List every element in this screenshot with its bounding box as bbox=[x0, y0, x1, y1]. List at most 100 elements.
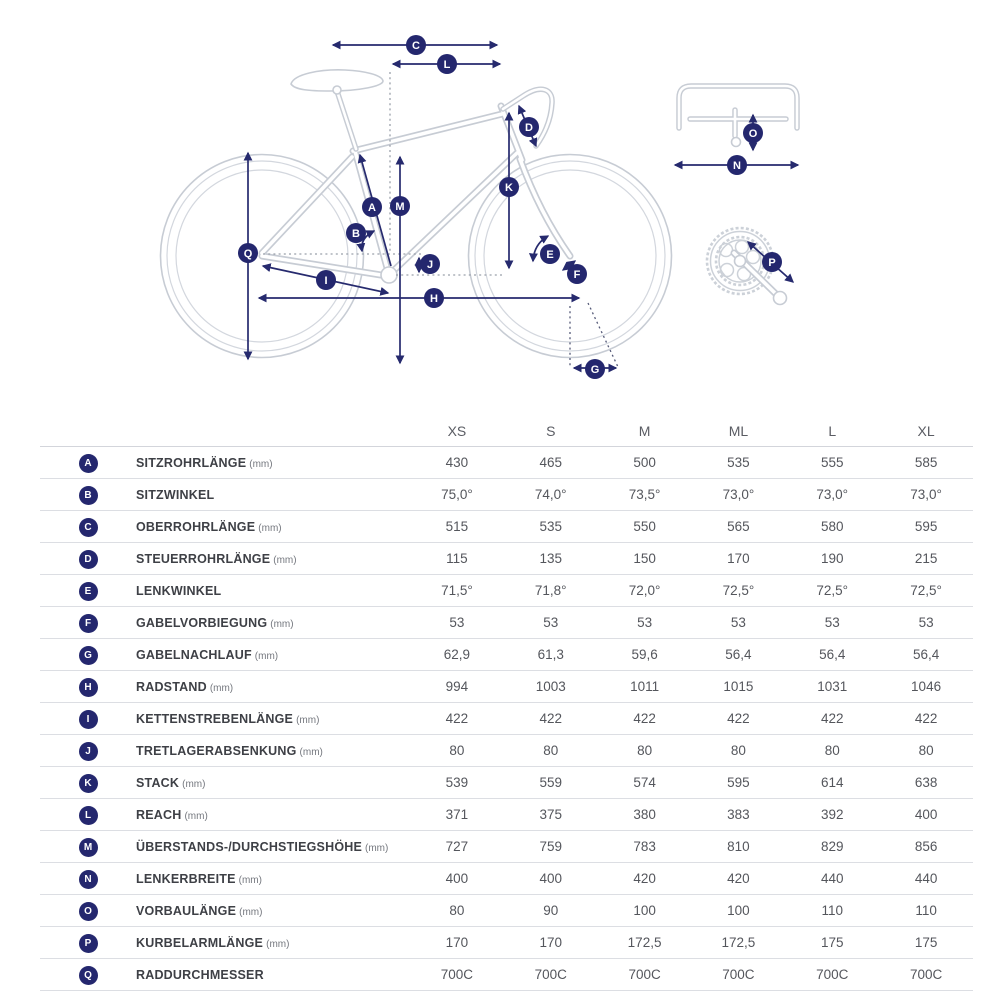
row-label-cell: RADDURCHMESSER bbox=[136, 966, 410, 984]
table-row: E LENKWINKEL 71,5° 71,8° 72,0° 72,5° 72,5° 72,5… bbox=[40, 575, 973, 607]
seatpost-clamp-icon bbox=[332, 85, 342, 95]
row-badge-letter: P bbox=[78, 933, 98, 953]
row-label-cell: STACK (mm) bbox=[136, 774, 410, 792]
cell-value: 535 bbox=[727, 455, 750, 470]
cell-value: 73,0° bbox=[910, 487, 942, 502]
cell-value: 172,5 bbox=[627, 935, 662, 950]
diagram-badge-letter: A bbox=[368, 202, 376, 214]
row-badge-letter: J bbox=[78, 741, 98, 761]
diagram-badge-circle bbox=[424, 288, 444, 308]
cell-value: 110 bbox=[915, 903, 937, 918]
row-label: RADSTAND bbox=[136, 679, 207, 694]
cell-value: 783 bbox=[633, 839, 656, 854]
cell-value: 539 bbox=[445, 775, 469, 790]
cell-value: 71,5° bbox=[441, 583, 473, 598]
cell-value: 422 bbox=[445, 711, 469, 726]
cell-value: 580 bbox=[820, 519, 844, 534]
cell-value: 1015 bbox=[723, 679, 754, 694]
row-badge-cell: H bbox=[40, 677, 136, 697]
row-unit: (mm) bbox=[299, 746, 323, 758]
row-label-cell: RADSTAND (mm) bbox=[136, 678, 410, 696]
cell-value: 215 bbox=[914, 551, 938, 566]
table-row: A SITZROHRLÄNGE (mm) 430 465 500 535 555 585 bbox=[40, 447, 973, 479]
row-label: REACH bbox=[136, 807, 182, 822]
row-unit: (mm) bbox=[238, 874, 262, 886]
diagram-badge-letter: N bbox=[733, 160, 741, 172]
row-unit: (mm) bbox=[239, 906, 263, 918]
cell-value: 170 bbox=[539, 935, 562, 950]
diagram-badge-letter: G bbox=[591, 364, 600, 376]
diagram-badge-circle bbox=[567, 264, 587, 284]
cell-value: 53 bbox=[449, 615, 465, 630]
cell-value: 829 bbox=[820, 839, 844, 854]
dim-F-forkoffset bbox=[561, 260, 577, 271]
row-badge-letter: H bbox=[78, 677, 98, 697]
row-label: LENKWINKEL bbox=[136, 583, 222, 598]
diagram-badge-circle bbox=[390, 196, 410, 216]
diagram-badge-letter: P bbox=[768, 257, 775, 269]
table-row: Q RADDURCHMESSER 700C 700C 700C 700C 700C 700C bbox=[40, 959, 973, 991]
cell-value: 810 bbox=[727, 839, 750, 854]
cell-value: 430 bbox=[445, 455, 469, 470]
row-badge-letter: A bbox=[78, 453, 98, 473]
cell-value: 53 bbox=[637, 615, 653, 630]
row-label: LENKERBREITE bbox=[136, 871, 236, 886]
row-unit: (mm) bbox=[184, 810, 208, 822]
cell-value: 371 bbox=[445, 807, 469, 822]
row-unit: (mm) bbox=[296, 714, 320, 726]
cell-value: 700C bbox=[628, 967, 661, 982]
row-label-cell: REACH (mm) bbox=[136, 806, 410, 824]
table-row: H RADSTAND (mm) 994 1003 1011 1015 1031 1046 bbox=[40, 671, 973, 703]
cell-value: 110 bbox=[821, 903, 843, 918]
cell-value: 1031 bbox=[817, 679, 848, 694]
cell-value: 175 bbox=[914, 935, 938, 950]
row-badge-cell: E bbox=[40, 581, 136, 601]
handlebar-front-view-icon bbox=[676, 83, 800, 148]
dimension-badges: A B C D E F G H I J K L M N O P Q bbox=[238, 35, 782, 379]
row-unit: (mm) bbox=[254, 650, 279, 662]
row-badge-cell: F bbox=[40, 613, 136, 633]
cell-value: 700C bbox=[440, 967, 474, 982]
row-badge-letter: F bbox=[78, 613, 98, 633]
dim-B-seatangle bbox=[356, 230, 376, 253]
table-row: J TRETLAGERABSENKUNG (mm) 80 80 80 80 80 80 bbox=[40, 735, 973, 767]
cell-value: 380 bbox=[633, 807, 656, 822]
cell-value: 515 bbox=[445, 519, 469, 534]
diagram-badge-circle bbox=[346, 223, 366, 243]
row-unit: (mm) bbox=[273, 554, 297, 566]
cell-value: 73,0° bbox=[816, 487, 849, 502]
cell-value: 422 bbox=[633, 711, 656, 726]
cell-value: 400 bbox=[445, 871, 469, 886]
reference-lines bbox=[263, 72, 619, 368]
cell-value: 56,4 bbox=[725, 647, 752, 662]
diagram-badge-letter: I bbox=[324, 275, 327, 287]
row-badge-letter: Q bbox=[78, 965, 98, 985]
row-label-cell: SITZWINKEL bbox=[136, 486, 410, 504]
cell-value: 422 bbox=[820, 711, 844, 726]
bike-frame-icon bbox=[258, 69, 574, 284]
diagram-badge-letter: J bbox=[427, 259, 433, 271]
table-row: P KURBELARMLÄNGE (mm) 170 170 172,5 172,5 175 17… bbox=[40, 927, 973, 959]
cell-value: 420 bbox=[727, 871, 750, 886]
cell-value: 574 bbox=[633, 775, 656, 790]
column-header-xs: XS bbox=[447, 423, 467, 439]
cell-value: 71,8° bbox=[534, 583, 567, 598]
row-unit: (mm) bbox=[266, 938, 290, 950]
dim-E-headangle bbox=[528, 235, 550, 263]
cell-value: 80 bbox=[543, 743, 559, 758]
cell-value: 400 bbox=[914, 807, 938, 822]
diagram-badge-letter: B bbox=[352, 228, 360, 240]
table-row: M ÜBERSTANDS-/DURCHSTIEGSHÖHE (mm) 727 759 78… bbox=[40, 831, 973, 863]
cell-value: 56,4 bbox=[912, 647, 940, 662]
row-label-cell: KETTENSTREBENLÄNGE (mm) bbox=[136, 710, 410, 728]
cell-value: 638 bbox=[914, 775, 938, 790]
cell-value: 585 bbox=[914, 455, 938, 470]
cell-value: 595 bbox=[914, 519, 938, 534]
row-badge-cell: L bbox=[40, 805, 136, 825]
cell-value: 700C bbox=[534, 967, 567, 982]
cell-value: 53 bbox=[824, 615, 840, 630]
row-label: SITZWINKEL bbox=[136, 487, 215, 502]
row-label-cell: VORBAULÄNGE (mm) bbox=[136, 902, 410, 920]
row-label-cell: GABELVORBIEGUNG (mm) bbox=[136, 614, 410, 632]
diagram-badge-letter: C bbox=[412, 40, 420, 52]
